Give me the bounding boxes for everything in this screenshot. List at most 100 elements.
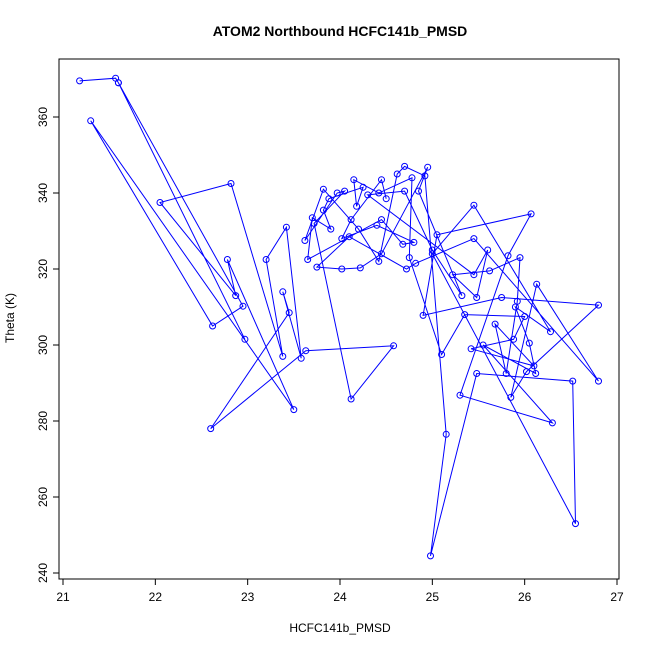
data-point bbox=[325, 195, 333, 203]
data-point bbox=[375, 189, 383, 197]
y-tick-label: 280 bbox=[36, 411, 50, 431]
data-point bbox=[595, 377, 602, 385]
y-tick-label: 240 bbox=[36, 563, 50, 583]
data-point bbox=[338, 265, 346, 273]
data-point bbox=[470, 201, 478, 209]
data-point bbox=[507, 393, 515, 401]
data-point bbox=[415, 187, 422, 195]
data-point bbox=[421, 172, 429, 180]
data-point bbox=[461, 311, 469, 319]
data-point bbox=[378, 176, 385, 184]
data-point bbox=[408, 174, 416, 182]
data-point bbox=[333, 189, 341, 197]
data-point bbox=[262, 256, 270, 263]
data-point bbox=[345, 233, 353, 241]
data-point bbox=[401, 162, 409, 170]
data-point bbox=[285, 309, 293, 317]
data-point bbox=[428, 250, 436, 258]
data-point bbox=[378, 250, 385, 258]
data-point bbox=[308, 214, 316, 222]
data-point bbox=[241, 335, 249, 343]
data-point bbox=[114, 79, 122, 87]
data-point bbox=[382, 195, 390, 203]
data-point bbox=[470, 271, 478, 279]
data-point bbox=[301, 237, 309, 244]
data-point bbox=[548, 419, 556, 427]
data-point bbox=[484, 246, 492, 254]
data-point bbox=[467, 345, 475, 353]
data-point bbox=[428, 246, 436, 254]
data-point bbox=[502, 370, 510, 377]
data-point bbox=[313, 263, 321, 271]
data-point bbox=[510, 335, 518, 343]
data-point bbox=[279, 352, 287, 360]
data-point bbox=[399, 240, 407, 248]
data-point bbox=[527, 210, 535, 218]
data-point bbox=[378, 216, 385, 224]
data-point bbox=[356, 264, 364, 272]
data-point bbox=[76, 77, 84, 85]
y-tick-label: 260 bbox=[36, 487, 50, 507]
data-point bbox=[530, 362, 538, 370]
data-point bbox=[424, 163, 432, 171]
data-point bbox=[433, 231, 441, 239]
y-axis-label: Theta (K) bbox=[3, 293, 17, 343]
data-point bbox=[373, 221, 381, 229]
y-tick-label: 360 bbox=[36, 107, 50, 127]
y-axis: 240 260 280 300 320 340 360 bbox=[36, 107, 59, 583]
data-point bbox=[405, 254, 413, 262]
data-point bbox=[491, 320, 499, 328]
data-point bbox=[401, 187, 409, 195]
data-point bbox=[442, 430, 450, 438]
data-point bbox=[547, 328, 554, 336]
data-point bbox=[569, 377, 577, 385]
data-point bbox=[304, 256, 312, 263]
data-point bbox=[521, 313, 529, 320]
data-point bbox=[319, 206, 327, 214]
data-point bbox=[479, 341, 487, 349]
data-point bbox=[504, 252, 512, 260]
data-point bbox=[470, 235, 478, 243]
data-point bbox=[355, 225, 362, 233]
data-point bbox=[350, 176, 358, 184]
chart-title: ATOM2 Northbound HCFC141b_PMSD bbox=[213, 23, 468, 39]
data-point bbox=[239, 302, 247, 310]
data-point bbox=[412, 259, 420, 267]
data-point bbox=[410, 238, 418, 246]
x-tick-label: 22 bbox=[149, 590, 163, 604]
x-axis: 21 22 23 24 25 26 27 bbox=[56, 579, 624, 604]
y-tick-label: 300 bbox=[36, 335, 50, 355]
x-tick-label: 25 bbox=[426, 590, 440, 604]
data-point bbox=[419, 311, 427, 319]
data-point bbox=[523, 368, 530, 376]
data-point bbox=[473, 294, 481, 301]
data-point bbox=[338, 235, 346, 243]
data-point bbox=[438, 351, 446, 358]
x-tick-label: 24 bbox=[333, 590, 347, 604]
y-tick-label: 320 bbox=[36, 259, 50, 279]
data-point bbox=[595, 301, 602, 309]
data-point bbox=[473, 370, 481, 377]
data-point bbox=[359, 183, 367, 191]
data-point bbox=[279, 288, 287, 296]
x-tick-label: 21 bbox=[56, 590, 70, 604]
data-point bbox=[209, 322, 217, 330]
data-point bbox=[282, 223, 290, 231]
data-point bbox=[364, 191, 372, 199]
series-line bbox=[79, 77, 600, 557]
data-point bbox=[87, 117, 95, 125]
data-point bbox=[390, 342, 398, 350]
data-point bbox=[207, 425, 215, 433]
data-point bbox=[347, 395, 355, 403]
data-point bbox=[156, 199, 164, 206]
x-tick-label: 26 bbox=[518, 590, 532, 604]
data-point bbox=[297, 354, 305, 362]
data-point bbox=[223, 256, 231, 263]
data-point bbox=[456, 391, 464, 399]
series-layer bbox=[76, 74, 602, 560]
data-point bbox=[486, 267, 494, 275]
data-point bbox=[319, 185, 327, 193]
plot-frame bbox=[58, 58, 620, 580]
data-point bbox=[572, 520, 579, 528]
